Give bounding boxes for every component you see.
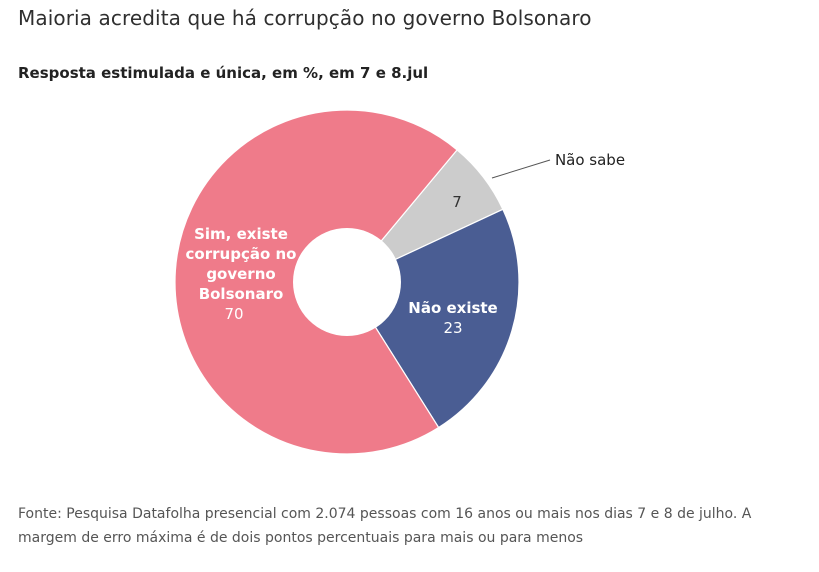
donut-hole (293, 228, 401, 336)
donut-chart: Não sabe 7 Não existe 23 Sim, existe corrupçã… (174, 109, 626, 455)
slice-name-label: Não sabe (555, 151, 625, 169)
slice-labels: Não sabe 7 Não existe 23 Sim, existe corrupçã… (186, 151, 626, 337)
slice-value-label: 70 (224, 305, 243, 323)
chart-subtitle: Resposta estimulada e única, em %, em 7 … (18, 64, 429, 82)
slice-name-label: Sim, existe corrupção no governo Bolsonaro (186, 225, 297, 303)
chart-title: Maioria acredita que há corrupção no gov… (18, 6, 592, 30)
slice-value-label: 23 (443, 319, 462, 337)
source-note: Fonte: Pesquisa Datafolha presencial com… (18, 506, 752, 546)
nao-sabe-leader-line (491, 159, 551, 179)
slice-name-label: Não existe (408, 299, 497, 317)
slice-value-label: 7 (452, 193, 462, 211)
